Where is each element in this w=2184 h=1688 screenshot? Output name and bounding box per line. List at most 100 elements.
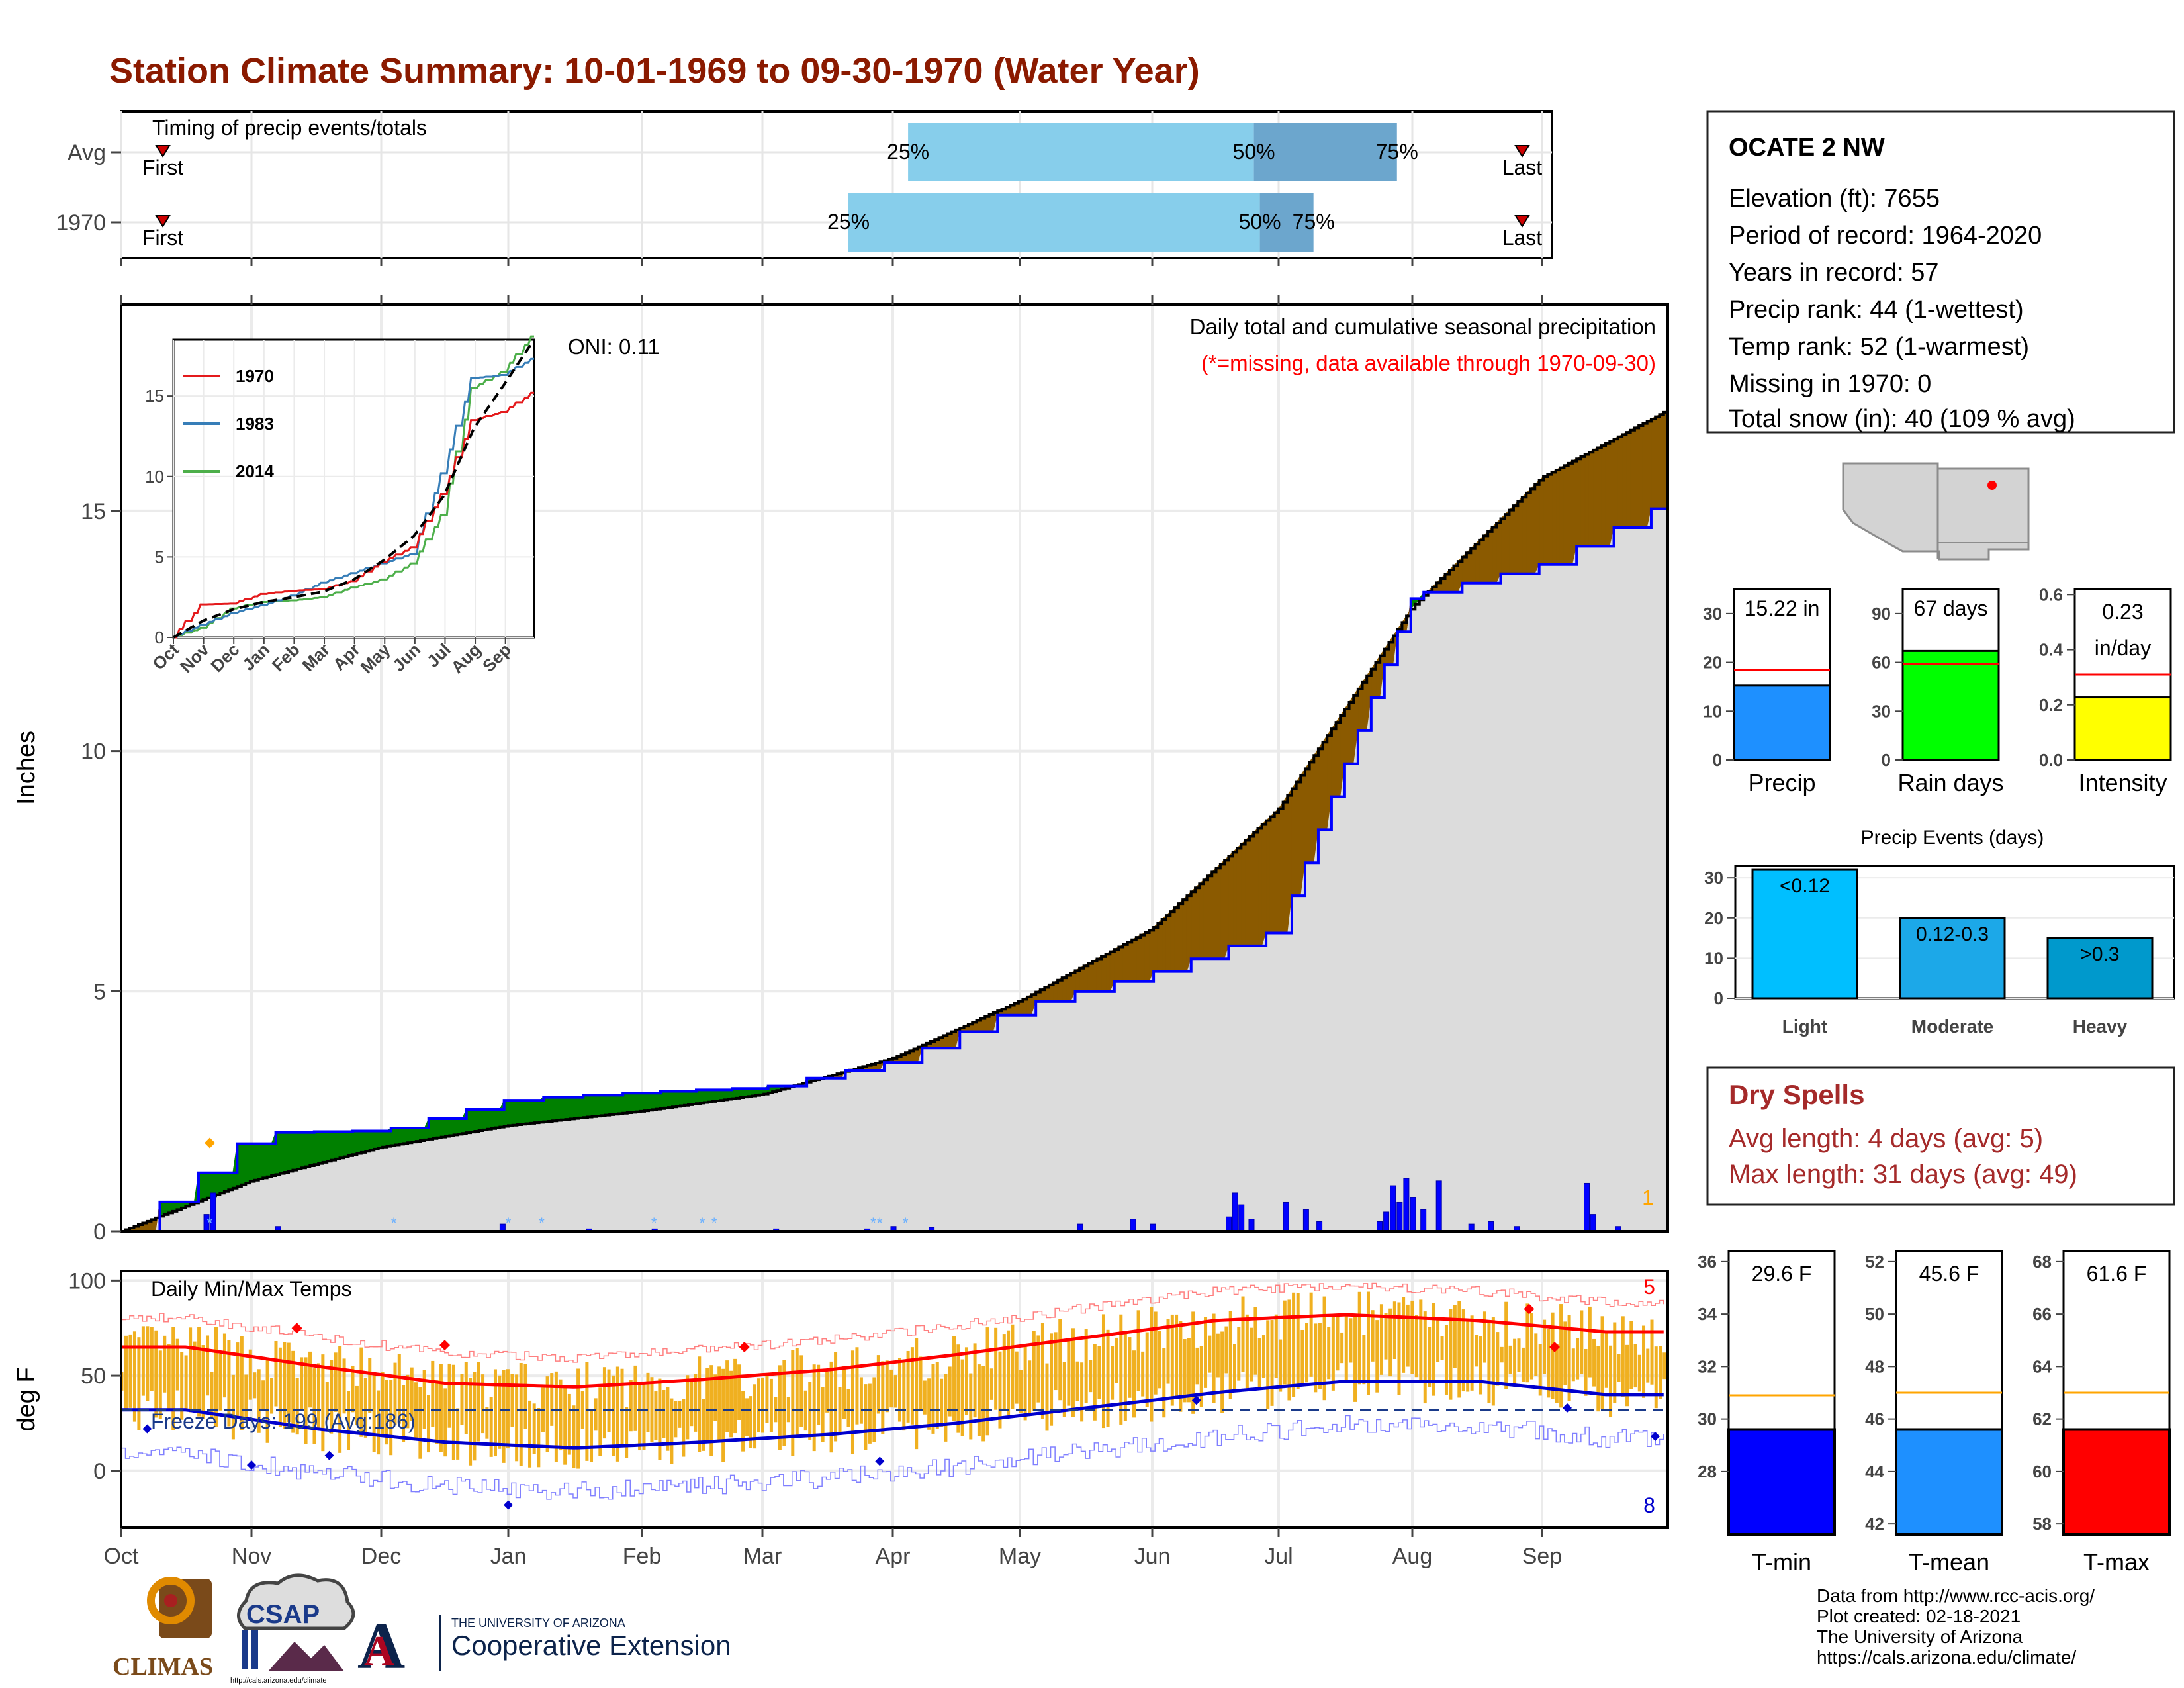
departure-fill bbox=[491, 1109, 496, 1129]
daily-temp-range bbox=[1496, 1332, 1500, 1386]
snow-day-marker: * bbox=[870, 1215, 876, 1231]
daily-temp-range bbox=[633, 1365, 637, 1431]
departure-fill bbox=[1199, 879, 1205, 959]
daily-temp-range bbox=[1212, 1313, 1216, 1403]
departure-fill bbox=[352, 1130, 357, 1155]
daily-temp-range bbox=[1093, 1344, 1097, 1421]
daily-temp-range bbox=[385, 1380, 388, 1445]
daily-temp-range bbox=[1453, 1305, 1457, 1368]
dry-spells-max: Max length: 31 days (avg: 49) bbox=[1729, 1160, 2077, 1189]
daily-temp-range bbox=[1538, 1344, 1542, 1396]
inset-line-avg bbox=[173, 338, 535, 639]
record-high-marker bbox=[1524, 1303, 1535, 1315]
daily-temp-range bbox=[1002, 1334, 1006, 1411]
departure-fill bbox=[605, 1094, 610, 1116]
daily-temp-range bbox=[257, 1369, 261, 1433]
daily-temp-range bbox=[585, 1362, 589, 1461]
inset-legend-label: 2014 bbox=[236, 461, 274, 481]
departure-fill bbox=[1638, 422, 1643, 528]
timing-label-75: 75% bbox=[1376, 140, 1418, 164]
departure-fill bbox=[241, 1143, 246, 1186]
temp-y-tick-label: 0 bbox=[93, 1459, 106, 1484]
daily-temp-range bbox=[944, 1374, 948, 1442]
observed-cumulative-line bbox=[121, 507, 1668, 1233]
departure-fill bbox=[436, 1118, 442, 1139]
departure-fill bbox=[547, 1097, 553, 1122]
climas-logo[interactable]: CLIMAS bbox=[113, 1577, 213, 1681]
departure-fill bbox=[1203, 875, 1208, 959]
daily-temp-range bbox=[321, 1354, 325, 1452]
ua-extension-text: Cooperative Extension bbox=[451, 1630, 731, 1661]
departure-fill bbox=[1630, 427, 1635, 528]
station-info-box: OCATE 2 NW Elevation (ft): 7655 Period o… bbox=[1706, 110, 2175, 434]
csap-logo[interactable]: CSAP http://cals.arizona.edu/climate bbox=[230, 1573, 355, 1685]
daily-precip-bar bbox=[1488, 1221, 1494, 1232]
precip-events-chart: Precip Events (days) 0 10 20 30 <0.12 Light 0.… bbox=[1704, 827, 2175, 1037]
record-high-marker bbox=[1549, 1341, 1560, 1352]
departure-fill bbox=[704, 1089, 709, 1103]
daily-temp-range bbox=[180, 1352, 184, 1420]
daily-temp-range bbox=[1119, 1314, 1123, 1425]
daily-temp-range bbox=[1609, 1345, 1613, 1417]
daily-temp-range bbox=[745, 1398, 749, 1436]
daily-temp-range bbox=[477, 1362, 480, 1442]
daily-temp-range bbox=[868, 1383, 872, 1444]
daily-temp-range bbox=[694, 1374, 698, 1432]
daily-temp-range bbox=[1314, 1323, 1318, 1393]
departure-fill bbox=[262, 1143, 268, 1179]
departure-fill bbox=[1513, 500, 1518, 575]
departure-fill bbox=[1245, 835, 1250, 947]
mini-bar-tick-label: 0.4 bbox=[2039, 640, 2064, 660]
daily-precip-bar bbox=[1302, 1209, 1309, 1232]
departure-fill bbox=[529, 1100, 535, 1124]
daily-temp-range bbox=[915, 1338, 919, 1450]
daily-temp-range bbox=[510, 1374, 514, 1427]
daily-temp-range bbox=[1158, 1331, 1161, 1389]
daily-temp-range bbox=[377, 1390, 381, 1455]
climas-wordmark: CLIMAS bbox=[113, 1653, 213, 1681]
daily-temp-range bbox=[1457, 1301, 1461, 1398]
inset-y-label: 15 bbox=[145, 386, 164, 406]
timing-bar-25-50 bbox=[908, 123, 1254, 181]
temp-frame bbox=[120, 1270, 1669, 1529]
departure-fill bbox=[250, 1143, 255, 1182]
daily-temp-range bbox=[1650, 1319, 1654, 1385]
departure-fill bbox=[1236, 843, 1242, 947]
events-title: Precip Events (days) bbox=[1861, 827, 2044, 849]
departure-fill bbox=[1174, 902, 1179, 972]
daily-temp-range bbox=[270, 1378, 274, 1414]
departure-fill bbox=[1625, 429, 1631, 528]
events-bar-label: 0.12-0.3 bbox=[1916, 923, 1989, 945]
temp-summary-tick-label: 58 bbox=[2032, 1514, 2052, 1534]
daily-temp-range bbox=[838, 1387, 842, 1435]
daily-temp-range bbox=[1600, 1316, 1604, 1409]
daily-temp-range bbox=[1491, 1317, 1495, 1406]
month-label: Jan bbox=[490, 1544, 527, 1569]
departure-fill bbox=[445, 1118, 450, 1137]
departure-fill bbox=[1617, 434, 1623, 528]
daily-temp-range bbox=[193, 1341, 197, 1411]
university-of-arizona-logo[interactable]: A A THE UNIVERSITY OF ARIZONA Cooperativ… bbox=[357, 1609, 731, 1683]
departure-fill bbox=[668, 1091, 673, 1108]
departure-fill bbox=[1169, 906, 1175, 972]
missing-count: 1 bbox=[1642, 1186, 1654, 1209]
timing-row-label-1970: 1970 bbox=[56, 211, 106, 236]
daily-temp-range bbox=[769, 1378, 773, 1432]
daily-precip-bar bbox=[1420, 1209, 1427, 1232]
departure-fill bbox=[1601, 442, 1606, 547]
daily-temp-range bbox=[1279, 1339, 1283, 1392]
daily-temp-range bbox=[451, 1364, 455, 1460]
departure-fill bbox=[700, 1089, 705, 1103]
daily-temp-range bbox=[1397, 1302, 1401, 1395]
departure-fill bbox=[394, 1127, 400, 1146]
daily-temp-range bbox=[682, 1399, 686, 1457]
departure-fill bbox=[340, 1131, 345, 1158]
daily-precip-bar bbox=[1396, 1201, 1403, 1232]
departure-fill bbox=[561, 1097, 567, 1121]
departure-fill bbox=[1580, 453, 1586, 547]
daily-temp-range bbox=[1525, 1303, 1529, 1383]
departure-fill bbox=[322, 1131, 328, 1163]
departure-fill bbox=[1588, 449, 1594, 547]
timing-bar-50-75 bbox=[1259, 193, 1314, 252]
daily-temp-range bbox=[590, 1409, 594, 1462]
